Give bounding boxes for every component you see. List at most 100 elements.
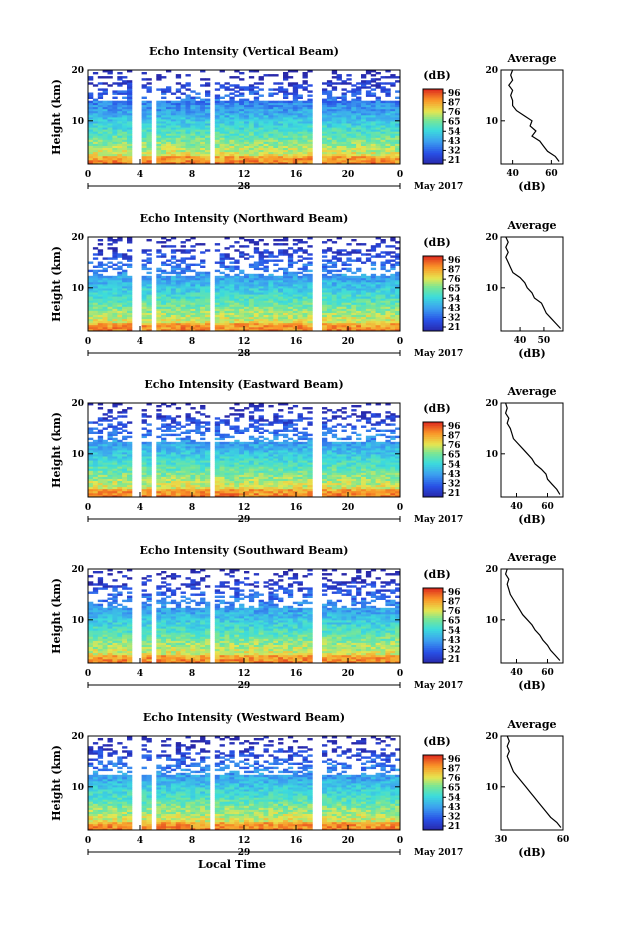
heatmap-cell (244, 298, 250, 301)
heatmap-cell (253, 302, 260, 305)
heatmap-cell (258, 257, 264, 260)
heatmap-cell (117, 439, 123, 443)
heatmap-cell (166, 123, 172, 126)
heatmap-cell (146, 277, 152, 281)
heatmap-cell (219, 292, 225, 295)
heatmap-cell (117, 456, 123, 459)
heatmap-cell (156, 415, 162, 418)
heatmap-cell (322, 119, 328, 122)
heatmap-cell (234, 106, 240, 110)
heatmap-cell (97, 474, 104, 477)
heatmap-cell (97, 466, 104, 469)
heatmap-cell (141, 421, 147, 424)
heatmap-cell (361, 115, 367, 118)
heatmap-cell (370, 159, 377, 163)
heatmap-cell (326, 300, 333, 303)
heatmap-cell (278, 88, 284, 91)
heatmap-cell (195, 110, 201, 114)
heatmap-cell (224, 316, 230, 320)
colorbar-step (423, 263, 443, 266)
heatmap-cell (180, 431, 186, 434)
heatmap-cell (248, 326, 255, 330)
heatmap-cell (195, 441, 201, 445)
heatmap-cell (341, 253, 347, 256)
heatmap-cell (385, 329, 391, 332)
heatmap-cell (370, 316, 377, 320)
heatmap-cell (385, 310, 391, 313)
heatmap-cell (356, 320, 362, 324)
heatmap-cell (195, 490, 201, 494)
heatmap-cell (180, 279, 186, 283)
heatmap-cell (287, 308, 294, 311)
colorbar-step (423, 308, 443, 311)
heatmap-cell (390, 162, 396, 165)
heatmap-cell (346, 121, 352, 124)
heatmap-cell (395, 300, 401, 303)
heatmap-cell (88, 488, 94, 492)
heatmap-cell (268, 282, 274, 285)
heatmap-cell (161, 433, 167, 437)
heatmap-cell (234, 90, 240, 93)
heatmap-cell (297, 108, 303, 112)
heatmap-cell (185, 133, 191, 136)
heatmap-cell (112, 417, 118, 420)
heatmap-cell (326, 157, 333, 161)
heatmap-cell (170, 478, 177, 481)
heatmap-cell (127, 102, 133, 106)
heatmap-cell (370, 139, 377, 142)
heatmap-cell (156, 490, 162, 494)
heatmap-cell (263, 286, 269, 289)
heatmap-cell (195, 121, 201, 124)
heatmap-cell (258, 288, 264, 291)
heatmap-cell (322, 282, 328, 285)
heatmap-cell (370, 153, 377, 157)
heatmap-cell (122, 139, 128, 142)
heatmap-cell (268, 304, 274, 307)
heatmap-cell (229, 100, 235, 104)
heatmap-cell (346, 294, 352, 297)
heatmap-cell (200, 284, 206, 287)
heatmap-cell (380, 312, 386, 315)
heatmap-cell (302, 322, 308, 326)
heatmap-cell (205, 304, 211, 307)
heatmap-cell (92, 121, 99, 124)
heatmap-cell (205, 314, 211, 318)
heatmap-cell (180, 115, 186, 118)
heatmap-cell (287, 282, 294, 285)
heatmap-cell (200, 314, 206, 318)
heatmap-cell (205, 277, 211, 281)
heatmap-cell (185, 464, 191, 467)
heatmap-cell (88, 480, 94, 484)
heatmap-cell (127, 306, 133, 309)
heatmap-cell (195, 300, 201, 303)
heatmap-cell (302, 265, 308, 268)
heatmap-cell (263, 277, 269, 281)
heatmap-cell (268, 288, 274, 291)
heatmap-cell (365, 72, 372, 75)
heatmap-cell (244, 155, 250, 159)
heatmap-cell (180, 462, 186, 465)
heatmap-cell (185, 263, 191, 266)
heatmap-cell (156, 151, 162, 155)
heatmap-cell (200, 84, 206, 87)
heatmap-cell (175, 476, 182, 479)
heatmap-cell (297, 149, 303, 153)
heatmap-cell (146, 267, 152, 271)
heatmap-cell (361, 76, 367, 79)
heatmap-cell (205, 129, 211, 132)
heatmap-cell (234, 76, 240, 79)
heatmap-cell (117, 495, 123, 498)
heatmap-cell (97, 298, 104, 301)
heatmap-cell (390, 123, 396, 126)
heatmap-cell (297, 129, 303, 132)
heatmap-cell (346, 162, 352, 165)
heatmap-cell (219, 115, 225, 118)
heatmap-cell (331, 72, 338, 75)
heatmap-cell (258, 286, 264, 289)
heatmap-cell (234, 117, 240, 120)
heatmap-cell (287, 279, 294, 283)
x-tick-label: 0 (85, 170, 91, 180)
heatmap-cell (141, 145, 147, 148)
heatmap-cell (346, 141, 352, 144)
heatmap-cell (117, 115, 123, 118)
